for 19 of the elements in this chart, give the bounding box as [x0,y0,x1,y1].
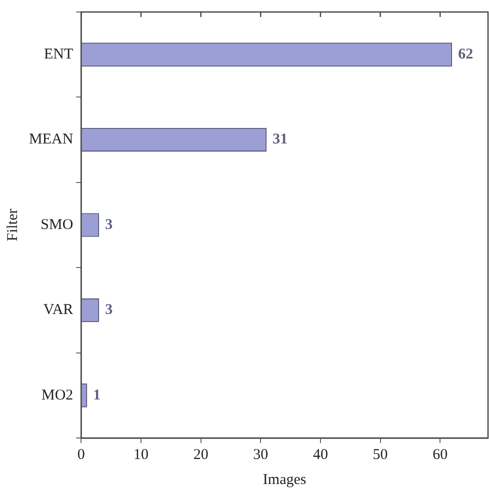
x-axis-title: Images [262,472,306,488]
x-tick-label: 60 [432,446,448,463]
y-tick-label: ENT [44,46,74,63]
y-tick-label: VAR [43,302,74,318]
x-tick-label: 20 [193,446,208,463]
x-tick-label: 0 [77,446,85,463]
y-tick-label: MO2 [41,387,74,404]
data-label: 62 [458,46,474,62]
y-tick-label: MEAN [28,132,74,148]
x-tick-label: 40 [312,446,328,463]
data-label: 3 [105,216,113,233]
x-tick-label: 30 [253,446,268,463]
data-label: 3 [105,302,113,318]
y-tick-label: SMO [40,216,74,233]
x-tick-label: 50 [372,446,388,463]
x-tick-label: 10 [133,446,148,463]
y-axis-title: Filter [4,208,21,242]
data-label: 1 [93,387,101,404]
data-label: 31 [272,132,288,148]
